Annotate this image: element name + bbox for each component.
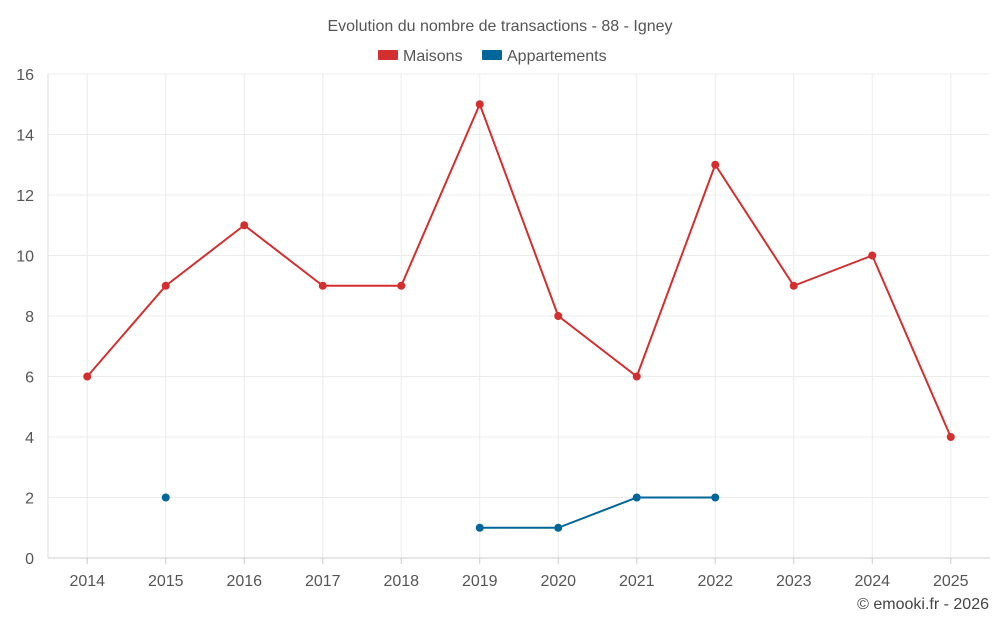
data-point-maisons-2017[interactable] — [318, 281, 327, 290]
data-point-appartements-2020[interactable] — [554, 523, 563, 532]
data-point-maisons-2023[interactable] — [789, 281, 798, 290]
x-tick-label: 2023 — [776, 573, 812, 590]
legend-item-appartements[interactable]: Appartements — [482, 48, 607, 65]
y-tick-label: 14 — [16, 128, 34, 145]
data-point-maisons-2025[interactable] — [946, 433, 955, 441]
series-maisons — [83, 100, 955, 441]
series-line-appartements — [479, 496, 716, 529]
legend-swatch-maisons — [378, 50, 398, 60]
y-tick-label: 12 — [16, 188, 34, 205]
chart-title: Evolution du nombre de transactions - 88… — [327, 18, 672, 35]
legend-label-maisons: Maisons — [403, 48, 463, 65]
legend: Maisons Appartements — [378, 48, 607, 65]
y-tick-label: 4 — [25, 430, 34, 447]
data-point-maisons-2016[interactable] — [240, 221, 249, 230]
x-tick-label: 2020 — [540, 573, 576, 590]
y-tick-label: 6 — [25, 370, 34, 387]
legend-swatch-appartements — [482, 50, 502, 60]
grid — [48, 73, 990, 558]
data-point-maisons-2018[interactable] — [397, 281, 406, 290]
series-line-maisons — [86, 103, 952, 438]
data-point-appartements-2022[interactable] — [711, 493, 720, 502]
y-tick-label: 10 — [16, 249, 34, 266]
data-point-appartements-2019[interactable] — [475, 523, 484, 532]
data-point-maisons-2021[interactable] — [632, 372, 641, 381]
y-tick-label: 0 — [25, 551, 34, 568]
x-tick-label: 2017 — [305, 573, 341, 590]
x-tick-label: 2018 — [383, 573, 419, 590]
x-tick-label: 2015 — [148, 573, 184, 590]
x-tick-label: 2022 — [697, 573, 733, 590]
legend-label-appartements: Appartements — [507, 48, 607, 65]
series — [83, 100, 955, 532]
x-tick-label: 2024 — [854, 573, 890, 590]
x-tick-label: 2019 — [462, 573, 498, 590]
data-point-maisons-2022[interactable] — [711, 160, 720, 169]
data-point-maisons-2020[interactable] — [554, 312, 563, 320]
data-point-maisons-2014[interactable] — [83, 372, 92, 381]
y-tick-label: 2 — [25, 491, 34, 508]
legend-item-maisons[interactable]: Maisons — [378, 48, 463, 65]
x-tick-label: 2021 — [619, 573, 655, 590]
data-point-appartements-2021[interactable] — [632, 493, 641, 502]
data-point-maisons-2015[interactable] — [161, 281, 170, 290]
data-point-maisons-2024[interactable] — [868, 251, 877, 260]
x-tick-label: 2016 — [226, 573, 262, 590]
series-appartements — [161, 493, 720, 532]
x-tick-label: 2025 — [933, 573, 969, 590]
y-tick-label: 8 — [25, 309, 34, 326]
x-tick-label: 2014 — [69, 573, 105, 590]
data-point-appartements-2015[interactable] — [161, 493, 170, 502]
y-tick-label: 16 — [16, 67, 34, 84]
axes: 0 2 4 6 8 10 12 14 16 2014 2015 2016 2017 2018 2019 202… — [16, 67, 990, 590]
credit-text: © emooki.fr - 2026 — [857, 596, 989, 613]
data-point-maisons-2019[interactable] — [475, 100, 484, 109]
